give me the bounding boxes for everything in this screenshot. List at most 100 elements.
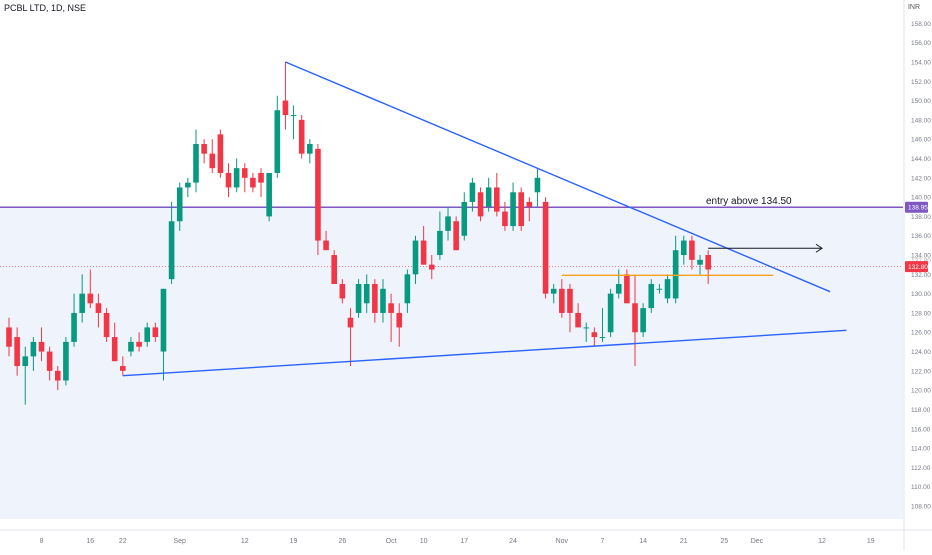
y-tick-label: 124.00 bbox=[911, 349, 931, 356]
candle-body bbox=[87, 293, 94, 304]
x-tick-label: 17 bbox=[460, 538, 468, 545]
candle-body bbox=[656, 288, 663, 290]
resistance-price-tag bbox=[905, 201, 928, 213]
candle-body bbox=[518, 192, 524, 227]
candle-body bbox=[680, 240, 687, 256]
candle-body bbox=[372, 283, 378, 313]
candle-body bbox=[502, 211, 508, 227]
x-tick-label: 22 bbox=[119, 538, 127, 545]
candle-body bbox=[266, 172, 272, 217]
candle-body bbox=[168, 221, 175, 280]
last-price-tag bbox=[905, 261, 928, 273]
candle-body bbox=[30, 341, 37, 357]
candle-body bbox=[282, 100, 289, 116]
currency-label: INR bbox=[907, 4, 920, 11]
candle-body bbox=[22, 356, 29, 367]
candle-body bbox=[396, 312, 403, 328]
candle-body bbox=[664, 279, 671, 299]
candle-body bbox=[420, 240, 427, 265]
candle-body bbox=[152, 327, 159, 338]
candle-body bbox=[185, 182, 191, 188]
candle-body bbox=[591, 332, 598, 338]
y-tick-label: 130.00 bbox=[911, 291, 931, 298]
candle-body bbox=[14, 337, 20, 367]
candle-body bbox=[624, 274, 630, 304]
candle-body bbox=[615, 283, 622, 294]
candle-body bbox=[298, 119, 305, 154]
x-tick-label: Sep bbox=[173, 538, 186, 545]
x-tick-label: 26 bbox=[338, 538, 346, 545]
candle-body bbox=[477, 192, 484, 217]
y-tick-label: 144.00 bbox=[911, 156, 931, 163]
candle-body bbox=[599, 337, 606, 339]
candle-body bbox=[689, 240, 695, 260]
y-tick-label: 116.00 bbox=[911, 426, 931, 433]
candle-body bbox=[290, 115, 297, 117]
candle-body bbox=[542, 201, 549, 294]
y-tick-label: 108.00 bbox=[911, 504, 931, 511]
candle-body bbox=[71, 312, 77, 342]
x-tick-label: 19 bbox=[867, 538, 875, 545]
candle-body bbox=[120, 366, 126, 371]
y-tick-label: 132.00 bbox=[911, 272, 931, 279]
candle-body bbox=[705, 255, 711, 270]
candle-body bbox=[79, 293, 85, 313]
candle-body bbox=[380, 288, 386, 313]
candle-body bbox=[640, 308, 646, 333]
candle-body bbox=[111, 337, 118, 362]
candle-body bbox=[46, 351, 53, 371]
y-tick-label: 136.00 bbox=[911, 233, 931, 240]
candle-body bbox=[209, 153, 216, 169]
candle-body bbox=[412, 240, 419, 275]
candle-body bbox=[241, 168, 248, 178]
candle-body bbox=[258, 172, 264, 183]
x-tick-label: 19 bbox=[290, 538, 298, 545]
y-tick-label: 148.00 bbox=[911, 117, 931, 124]
candle-body bbox=[201, 144, 207, 154]
y-tick-label: 158.00 bbox=[911, 21, 931, 28]
candle-body bbox=[233, 168, 240, 188]
x-tick-label: 8 bbox=[40, 538, 44, 545]
candle-body bbox=[697, 259, 703, 265]
x-tick-label: 12 bbox=[241, 538, 249, 545]
candle-body bbox=[6, 327, 12, 347]
resistance-price-label: 138.95 bbox=[908, 205, 928, 212]
candle-body bbox=[632, 303, 638, 333]
candle-body bbox=[526, 201, 533, 207]
candle-body bbox=[510, 192, 516, 227]
x-tick-label: 12 bbox=[818, 538, 826, 545]
y-tick-label: 112.00 bbox=[911, 465, 931, 472]
candle-body bbox=[63, 341, 69, 381]
x-tick-label: 14 bbox=[639, 538, 647, 545]
candle-body bbox=[250, 177, 256, 188]
candle-body bbox=[136, 341, 142, 347]
x-tick-label: 24 bbox=[509, 538, 517, 545]
candle-body bbox=[461, 201, 468, 236]
candle-body bbox=[217, 134, 224, 173]
candle-body bbox=[95, 303, 102, 313]
candle-body bbox=[339, 283, 346, 299]
candle-body bbox=[575, 312, 581, 328]
candle-body bbox=[54, 370, 61, 381]
x-tick-label: 7 bbox=[601, 538, 605, 545]
candle-body bbox=[485, 187, 492, 207]
y-tick-label: 122.00 bbox=[911, 368, 931, 375]
y-tick-label: 150.00 bbox=[911, 98, 931, 105]
candle-body bbox=[567, 288, 573, 313]
candle-body bbox=[388, 303, 394, 313]
range-zone bbox=[0, 207, 903, 519]
candle-body bbox=[428, 264, 435, 270]
y-tick-label: 128.00 bbox=[911, 310, 931, 317]
y-tick-label: 126.00 bbox=[911, 330, 931, 337]
entry-annotation: entry above 134.50 bbox=[706, 196, 792, 207]
x-tick-label: 21 bbox=[680, 538, 688, 545]
candle-body bbox=[607, 293, 614, 333]
candle-body bbox=[38, 341, 45, 352]
candle-body bbox=[583, 327, 590, 329]
symbol-title: PCBL LTD, 1D, NSE bbox=[4, 3, 87, 13]
lower-trendline bbox=[122, 329, 847, 377]
y-tick-label: 110.00 bbox=[911, 484, 931, 491]
candle-body bbox=[225, 172, 232, 188]
